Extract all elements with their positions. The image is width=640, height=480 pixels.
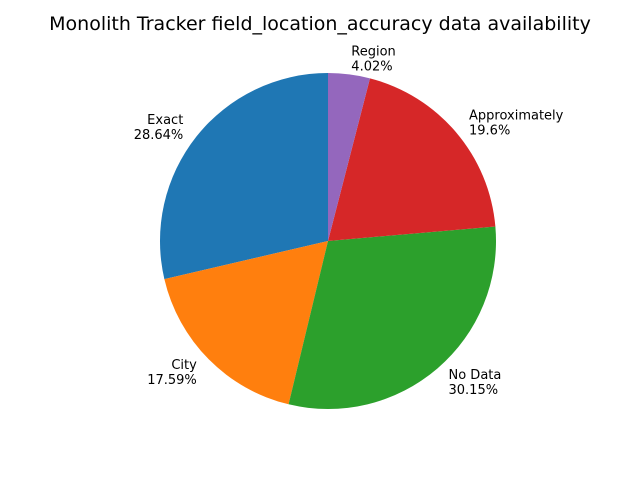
- slice-label-exact: Exact 28.64%: [134, 113, 184, 143]
- slice-label-approximately: Approximately 19.6%: [469, 109, 564, 139]
- pie-slice-region: [328, 73, 370, 241]
- slice-percent-label: 4.02%: [351, 60, 392, 75]
- slice-category-label: No Data: [449, 368, 502, 383]
- slice-category-label: Region: [351, 45, 396, 60]
- pie-slice-exact: [159, 73, 328, 280]
- slice-label-no-data: No Data 30.15%: [449, 368, 502, 398]
- slice-percent-label: 17.59%: [147, 373, 197, 388]
- pie-labels: Exact 28.64% City 17.59% No Data 30.15% Approx…: [134, 45, 564, 398]
- pie-slices: [159, 73, 497, 410]
- slice-label-region: Region 4.02%: [351, 45, 396, 75]
- slice-category-label: City: [171, 358, 197, 373]
- pie-slice-city: [164, 241, 328, 405]
- slice-label-city: City 17.59%: [147, 358, 197, 388]
- pie-slice-approximately: [328, 78, 496, 241]
- slice-percent-label: 28.64%: [134, 128, 184, 143]
- pie-slice-no-data: [288, 226, 497, 410]
- slice-category-label: Approximately: [469, 109, 564, 124]
- slice-category-label: Exact: [147, 113, 183, 128]
- slice-percent-label: 19.6%: [469, 124, 510, 139]
- slice-percent-label: 30.15%: [449, 383, 499, 398]
- chart-title: Monolith Tracker field_location_accuracy…: [49, 13, 591, 35]
